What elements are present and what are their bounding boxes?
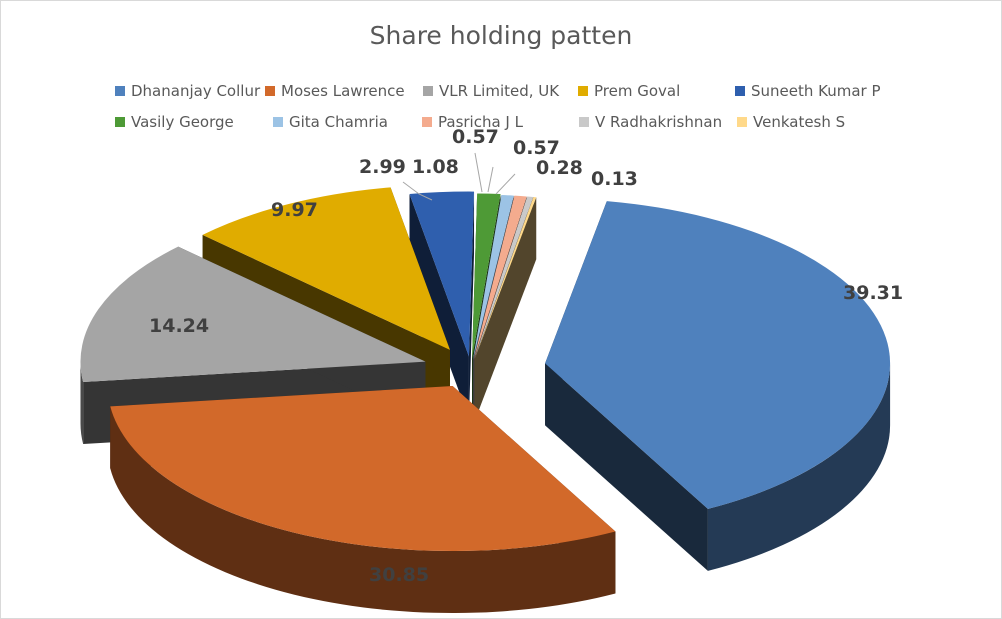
legend-swatch [422,116,432,127]
legend-label: VLR Limited, UK [439,81,560,100]
legend-swatch [115,116,125,127]
slice-wall-dhananjay-collur [545,363,708,571]
legend-item-v-radhakrishnan: V Radhakrishnan [579,113,737,131]
pie-slice-gita-chamria [473,195,514,360]
data-label-venkatesh-s: 0.13 [591,168,638,190]
data-label-prem-goval: 9.97 [271,199,318,221]
legend-item-vlr-limited: VLR Limited, UK [423,82,578,100]
legend-item-moses-lawrence: Moses Lawrence [265,82,423,100]
legend-item-suneeth-kumar-p: Suneeth Kumar P [735,82,885,100]
pie-slice-v-radhakrishnan [474,196,534,360]
data-label-vlr-limited-uk: 14.24 [149,315,209,337]
pie-tops [80,187,891,552]
pie-slice-pasricha-j-l [473,195,527,360]
legend-item-vasily-george: Vasily George [115,113,273,131]
data-label-suneeth-kumar-p: 2.99 [359,156,406,178]
leader-line-suneeth-kumar-p [402,181,433,201]
data-label-pasricha-j-l: 0.57 [513,137,560,159]
pie-slice-suneeth-kumar-p [409,191,475,357]
data-label-vasily-george: 1.08 [412,156,459,178]
legend-item-prem-goval: Prem Goval [578,82,735,100]
legend: Dhananjay Collur Moses Lawrence VLR Limi… [115,75,915,137]
legend-item-pasricha-j-l: Pasricha J L [422,113,579,131]
legend-swatch [578,85,588,96]
legend-row-1: Dhananjay Collur Moses Lawrence VLR Limi… [115,75,915,106]
chart-title: Share holding patten [369,21,633,50]
legend-item-venkatesh-s: Venkatesh S [737,113,867,131]
pie-slice-dhananjay-collur [545,201,891,509]
leader-line-pasricha-j-l [487,166,494,193]
pie-slice-moses-lawrence [110,386,616,552]
legend-label: Pasricha J L [438,112,523,131]
legend-item-gita-chamria: Gita Chamria [273,113,422,131]
slice-wall-suneeth-kumar-p [468,191,475,419]
pie-leader-lines [402,152,516,201]
legend-label: Vasily George [131,112,234,131]
leader-line-gita-chamria [474,152,483,193]
slice-side-vlr-limited-uk [80,361,84,445]
legend-swatch [265,85,275,96]
slice-wall-suneeth-kumar-p [409,194,469,419]
legend-swatch [423,85,433,96]
legend-swatch [735,85,745,96]
legend-label: Suneeth Kumar P [751,81,881,100]
legend-label: Gita Chamria [289,112,388,131]
data-label-gita-chamria: 0.57 [452,126,499,148]
slice-side-dhananjay-collur [707,363,891,571]
pie-slice-vlr-limited-uk [80,246,426,383]
pie-slice-vasily-george [472,193,501,359]
legend-swatch [273,116,283,127]
leader-line-v-radhakrishnan [495,173,516,195]
legend-label: Venkatesh S [753,112,846,131]
legend-item-dhananjay-collur: Dhananjay Collur [115,82,265,100]
legend-row-2: Vasily George Gita Chamria Pasricha J L … [115,106,915,137]
legend-swatch [579,116,589,127]
legend-swatch [115,85,125,96]
data-label-moses-lawrence: 30.85 [369,564,429,586]
pie-slice-venkatesh-s [474,196,537,360]
data-label-v-radhakrishnan: 0.28 [536,157,583,179]
legend-label: Prem Goval [594,81,681,100]
legend-label: Moses Lawrence [281,81,405,100]
slice-side-moses-lawrence [110,406,616,614]
legend-swatch [737,116,747,127]
legend-label: Dhananjay Collur [131,81,261,100]
pie-slice-prem-goval [202,187,450,350]
legend-label: V Radhakrishnan [595,112,723,131]
slice-wall-venkatesh-s [474,197,537,422]
data-label-dhananjay-collur: 39.31 [843,282,903,304]
